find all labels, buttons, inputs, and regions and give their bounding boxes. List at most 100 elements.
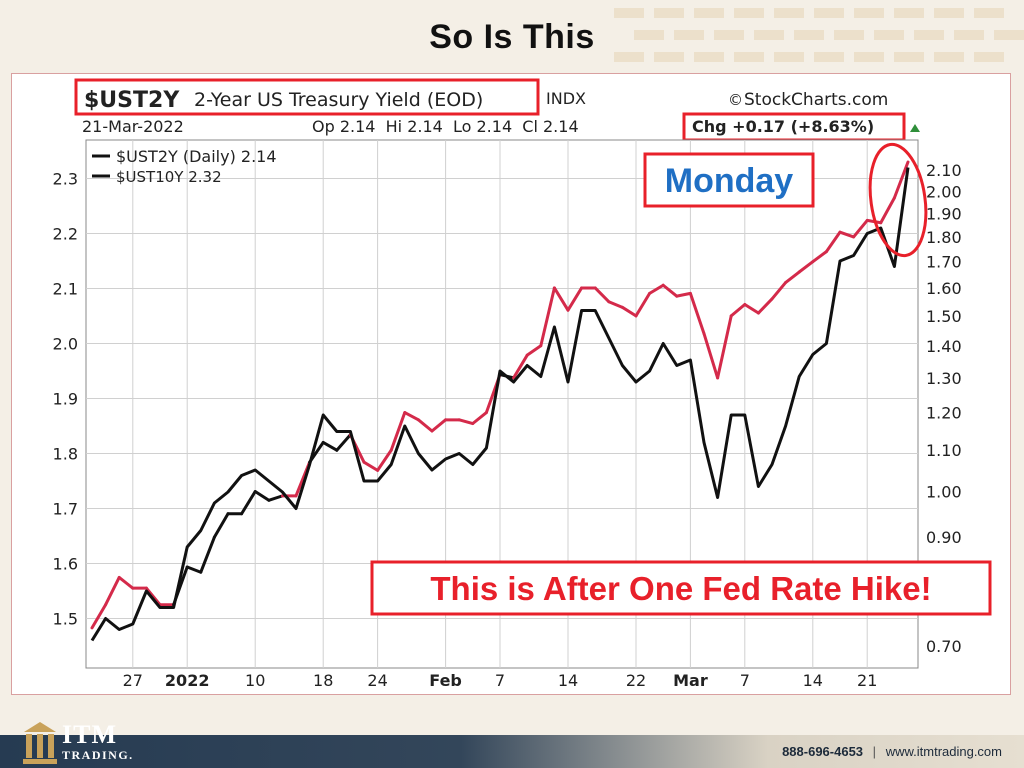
x-tick-label: 21 bbox=[857, 671, 877, 690]
series-2y-segment bbox=[430, 418, 448, 433]
right-tick-label: 1.70 bbox=[926, 253, 962, 272]
series-2y-segment bbox=[702, 332, 720, 380]
right-tick-label: 1.00 bbox=[926, 483, 962, 502]
series-2y-segment bbox=[743, 303, 760, 315]
series-2y-segment bbox=[634, 291, 652, 318]
phone-number[interactable]: 888-696-4653 bbox=[782, 744, 864, 759]
series-2y-segment bbox=[824, 230, 842, 254]
rate-hike-label: This is After One Fed Rate Hike! bbox=[430, 570, 931, 607]
right-tick-label: 2.10 bbox=[926, 161, 962, 180]
slide-title: So Is This bbox=[429, 18, 595, 56]
x-axis: 27 2022 10 18 24 Feb 7 14 22 Mar 7 14 21 bbox=[123, 671, 878, 690]
monday-label: Monday bbox=[665, 162, 794, 200]
decorative-pattern bbox=[614, 8, 1024, 62]
chart-date: 21-Mar-2022 bbox=[82, 117, 184, 136]
left-tick-label: 2.2 bbox=[53, 225, 78, 244]
series-2y-segment bbox=[648, 283, 665, 295]
chart-exchange: INDX bbox=[546, 89, 586, 108]
contact-info: 888-696-4653 | www.itmtrading.com bbox=[782, 744, 1002, 759]
left-axis: 2.3 2.2 2.1 2.0 1.9 1.8 1.7 1.6 1.5 bbox=[53, 170, 78, 629]
series-2y-segment bbox=[784, 270, 801, 285]
x-tick-label: 24 bbox=[367, 671, 387, 690]
series-2y-segment bbox=[892, 160, 910, 200]
series-2y-segment bbox=[539, 286, 556, 348]
left-tick-label: 2.0 bbox=[53, 335, 78, 354]
series-2y-segment bbox=[512, 353, 529, 380]
left-tick-label: 1.7 bbox=[53, 500, 78, 519]
itm-logo-icon bbox=[23, 722, 57, 764]
series-2y-segment bbox=[335, 433, 352, 452]
series-2y-segment bbox=[144, 586, 162, 607]
chart-frame: $UST2Y 2-Year US Treasury Yield (EOD) IN… bbox=[11, 73, 1011, 695]
x-tick-label: 14 bbox=[558, 671, 578, 690]
series-2y-segment bbox=[471, 411, 488, 426]
monday-circle bbox=[868, 142, 928, 258]
series-2y-segment bbox=[797, 260, 815, 274]
right-tick-label: 0.90 bbox=[926, 528, 962, 547]
series-2y-segment bbox=[240, 490, 257, 516]
rate-hike-box bbox=[370, 560, 992, 616]
right-tick-label: 1.20 bbox=[926, 404, 962, 423]
left-tick-label: 1.5 bbox=[53, 610, 78, 629]
series-2y-segment bbox=[376, 448, 393, 472]
yield-chart: $UST2Y 2-Year US Treasury Yield (EOD) IN… bbox=[53, 78, 992, 690]
series-2y-segment bbox=[212, 512, 230, 539]
x-tick-label: 18 bbox=[313, 671, 333, 690]
x-tick-label: 27 bbox=[123, 671, 143, 690]
right-axis: 2.10 2.00 1.90 1.80 1.70 1.60 1.50 1.40 1.30 1.20… bbox=[926, 161, 962, 656]
logo-subtitle: TRADING. bbox=[62, 748, 134, 762]
left-tick-label: 1.9 bbox=[53, 390, 78, 409]
series-2y-segment bbox=[593, 286, 611, 304]
right-tick-label: 1.60 bbox=[926, 279, 962, 298]
series-2y-segment bbox=[838, 230, 856, 239]
left-tick-label: 1.8 bbox=[53, 445, 78, 464]
series-2y-segment bbox=[457, 418, 475, 426]
series-2y-segment bbox=[852, 218, 869, 239]
series-2y-segment bbox=[199, 535, 216, 574]
legend: $UST2Y (Daily) 2.14 $UST10Y 2.32 bbox=[92, 147, 277, 186]
right-tick-label: 1.90 bbox=[926, 205, 962, 224]
right-tick-label: 2.00 bbox=[926, 182, 962, 201]
website-link[interactable]: www.itmtrading.com bbox=[885, 744, 1002, 759]
right-tick-label: 1.10 bbox=[926, 441, 962, 460]
series-2y-segment bbox=[756, 297, 774, 315]
x-tick-label: 14 bbox=[803, 671, 823, 690]
series-2y-segment bbox=[362, 460, 380, 472]
x-tick-label: 7 bbox=[495, 671, 505, 690]
contact-separator: | bbox=[872, 744, 877, 759]
series-2y-segment bbox=[770, 281, 788, 301]
chart-change: Chg +0.17 (+8.63%) bbox=[692, 117, 874, 136]
x-tick-label: Feb bbox=[429, 671, 462, 690]
series-2y-segment bbox=[552, 286, 570, 312]
symbol-highlight-box bbox=[74, 78, 540, 116]
legend-label-10y: $UST10Y 2.32 bbox=[116, 168, 222, 186]
left-tick-label: 2.3 bbox=[53, 170, 78, 189]
right-tick-label: 1.80 bbox=[926, 228, 962, 247]
monday-box bbox=[643, 152, 815, 208]
series-2y-segment bbox=[525, 344, 543, 357]
series-2y-segment bbox=[729, 303, 747, 318]
x-tick-label: Mar bbox=[673, 671, 708, 690]
footer-bar bbox=[0, 735, 1024, 768]
series-2y-segment bbox=[117, 575, 135, 590]
series-2y-segment bbox=[607, 300, 624, 309]
chart-name: 2-Year US Treasury Yield (EOD) bbox=[194, 89, 483, 111]
logo-wordmark: ITM bbox=[62, 720, 117, 749]
series-2y-segment bbox=[566, 286, 584, 312]
chart-ohlc: Op 2.14 Hi 2.14 Lo 2.14 Cl 2.14 bbox=[312, 117, 579, 136]
left-tick-label: 1.6 bbox=[53, 555, 78, 574]
series-2y-segment bbox=[620, 305, 638, 318]
right-tick-label: 1.40 bbox=[926, 337, 962, 356]
copyright-icon: © bbox=[728, 91, 743, 109]
series-2y-segment bbox=[90, 603, 108, 630]
chart-symbol: $UST2Y bbox=[84, 88, 180, 113]
left-tick-label: 2.1 bbox=[53, 280, 78, 299]
series-10y-line bbox=[90, 167, 910, 642]
up-arrow-icon bbox=[910, 124, 920, 132]
chart-source: StockCharts.com bbox=[744, 90, 888, 110]
series-layer bbox=[90, 160, 910, 642]
series-2y-segment bbox=[389, 411, 407, 452]
x-tick-label: 7 bbox=[740, 671, 750, 690]
x-tick-label: 10 bbox=[245, 671, 265, 690]
series-2y-segment bbox=[879, 196, 896, 225]
